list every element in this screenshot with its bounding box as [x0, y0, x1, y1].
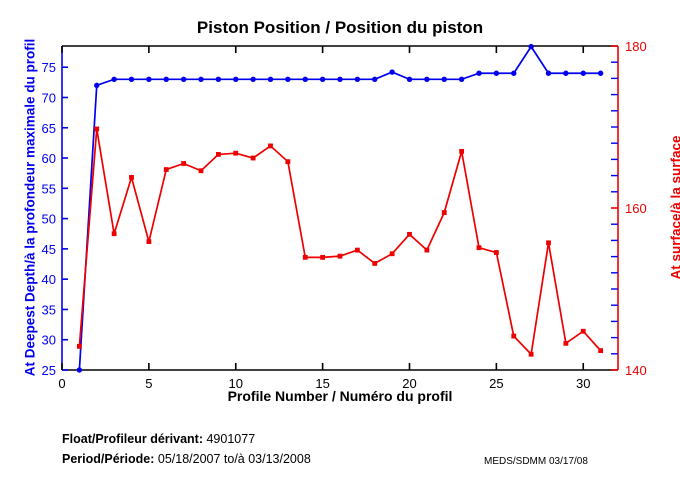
- series-marker: [319, 76, 326, 83]
- series-marker: [337, 76, 343, 83]
- series-marker: [76, 343, 82, 349]
- series-marker: [146, 76, 152, 83]
- series-marker: [493, 250, 499, 255]
- page-title: Piston Position / Position du piston: [196, 18, 484, 37]
- series-marker: [441, 76, 447, 83]
- series-marker: [181, 161, 187, 166]
- series-marker: [250, 155, 256, 161]
- series-marker: [546, 240, 551, 246]
- series-marker: [267, 76, 274, 83]
- y-tick-label-left: 55: [42, 181, 56, 196]
- y-tick-label-left: 35: [42, 302, 56, 317]
- series-marker: [198, 76, 204, 83]
- series-marker: [337, 253, 343, 259]
- series-marker: [111, 76, 117, 83]
- series-marker: [511, 333, 517, 339]
- period-value: 05/18/2007 to/à 03/13/2008: [157, 452, 311, 466]
- y-tick-label-left: 70: [42, 90, 56, 105]
- series-marker: [215, 76, 222, 83]
- series-marker: [441, 210, 447, 215]
- x-tick-label: 15: [315, 376, 329, 391]
- axes: 25 30 35 40 45 50 55 60 65 70 75 140 160 180 0 5 10 15 20 2…: [42, 39, 647, 391]
- series-marker: [580, 70, 586, 76]
- y-tick-label-left: 25: [42, 363, 56, 378]
- series-marker: [528, 351, 534, 357]
- series-marker: [268, 143, 273, 149]
- series-marker: [250, 76, 256, 83]
- series-marker: [563, 340, 569, 346]
- float-value: 4901077: [206, 432, 256, 446]
- series-marker: [76, 367, 83, 373]
- series-marker: [285, 159, 291, 165]
- data-series: [76, 43, 604, 373]
- series-marker: [163, 76, 169, 83]
- series-marker: [459, 148, 465, 154]
- y-tick-label-right: 160: [625, 201, 647, 216]
- x-tick-label: 25: [489, 376, 503, 391]
- series-marker: [545, 70, 552, 76]
- x-tick-label: 30: [576, 376, 590, 391]
- series-marker: [198, 168, 204, 174]
- series-marker: [354, 76, 361, 83]
- series-marker: [597, 70, 604, 76]
- series-marker: [598, 348, 604, 354]
- series-marker: [372, 76, 378, 83]
- series-marker: [302, 76, 308, 83]
- series-marker: [215, 152, 221, 157]
- series-marker: [233, 150, 239, 156]
- series-marker: [476, 245, 482, 251]
- y-tick-label-left: 40: [42, 272, 56, 287]
- x-tick-label: 20: [402, 376, 416, 391]
- y-tick-label-left: 50: [42, 212, 56, 227]
- series-marker: [146, 239, 152, 245]
- series-marker: [285, 76, 291, 83]
- float-label: Float/Profileur dérivant:: [62, 432, 203, 446]
- series-marker: [180, 76, 187, 83]
- series-marker: [389, 251, 395, 257]
- series-marker: [476, 70, 482, 76]
- series-marker: [580, 328, 586, 334]
- y-tick-label-left: 60: [42, 151, 56, 166]
- series-marker: [320, 254, 326, 260]
- x-tick-label: 10: [229, 376, 243, 391]
- y-tick-label-left: 30: [42, 333, 56, 348]
- footer: Float/Profileur dérivant: 4901077 Period…: [0, 425, 680, 495]
- x-tick-label: 0: [58, 376, 65, 391]
- series-marker: [163, 167, 169, 172]
- series-marker: [528, 43, 534, 50]
- series-marker: [354, 247, 360, 253]
- series-marker: [493, 70, 500, 76]
- series-marker: [563, 70, 569, 76]
- period-label: Period/Période:: [62, 452, 155, 466]
- series-marker: [302, 254, 308, 260]
- series-marker: [129, 175, 134, 180]
- y-tick-label-right: 140: [625, 363, 647, 378]
- series-marker: [389, 69, 395, 75]
- series-line: [78, 128, 602, 357]
- series-marker: [406, 76, 413, 83]
- series-marker: [128, 76, 135, 83]
- series-marker: [94, 82, 100, 89]
- y-tick-label-left: 45: [42, 242, 56, 257]
- series-marker: [233, 76, 239, 83]
- series-marker: [511, 70, 517, 76]
- series-marker: [111, 231, 117, 237]
- period-line: Period/Période: 05/18/2007 to/à 03/13/20…: [62, 452, 311, 466]
- credit-text: MEDS/SDMM 03/17/08: [484, 456, 588, 467]
- x-axis-label: Profile Number / Numéro du profil: [227, 388, 453, 404]
- y-tick-label-left: 75: [42, 60, 56, 75]
- y-tick-label-right: 180: [625, 39, 647, 54]
- x-tick-label: 5: [145, 376, 152, 391]
- series-marker: [424, 247, 430, 253]
- float-line: Float/Profileur dérivant: 4901077: [62, 432, 255, 446]
- series-marker: [372, 261, 378, 266]
- series-marker: [94, 126, 100, 132]
- series-marker: [407, 231, 412, 237]
- y-tick-label-left: 65: [42, 121, 56, 136]
- series-marker: [424, 76, 430, 83]
- series-marker: [458, 76, 465, 83]
